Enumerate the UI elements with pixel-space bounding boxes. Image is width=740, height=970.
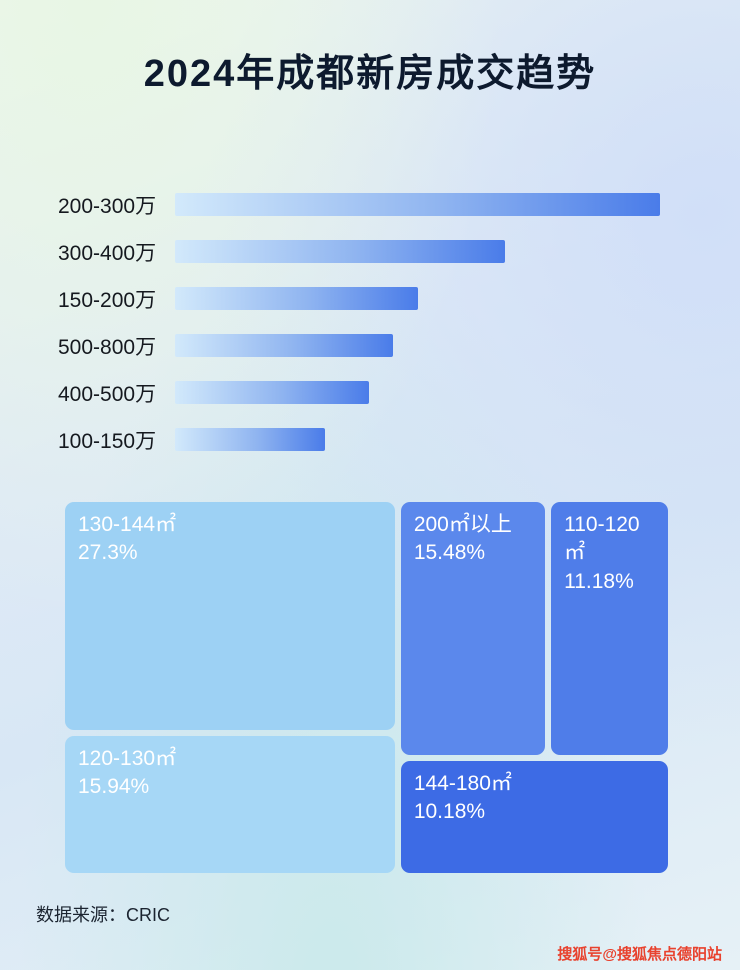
treemap-block-130-144: 130-144㎡ 27.3%: [65, 502, 395, 731]
bar-label: 150-200万: [58, 288, 157, 312]
watermark-text: 搜狐号@搜狐焦点德阳站: [557, 946, 722, 963]
bar-track: [175, 381, 660, 404]
bar-row: 400-500万: [58, 381, 740, 406]
bar-row: 300-400万: [58, 240, 740, 265]
bar-row: 150-200万: [58, 287, 740, 312]
bar-track: [175, 193, 660, 216]
page-title: 2024年成都新房成交趋势: [143, 53, 597, 95]
block-percentage: 11.18%: [564, 569, 634, 593]
bar-fill: [175, 381, 369, 404]
block-label: 200㎡以上: [413, 513, 512, 536]
treemap-block-200-plus: 200㎡以上 15.48%: [400, 502, 546, 755]
block-percentage: 10.18%: [413, 800, 486, 824]
treemap-right-column: 200㎡以上 15.48% 110-120㎡ 11.18% 144-180㎡ 1…: [400, 502, 668, 873]
bar-track: [175, 240, 660, 263]
bar-fill: [175, 193, 660, 216]
bar-fill: [175, 240, 505, 263]
treemap-block-110-120: 110-120㎡ 11.18%: [551, 502, 668, 755]
bar-row: 500-800万: [58, 334, 740, 359]
block-percentage: 15.94%: [78, 775, 150, 799]
treemap-left-column: 130-144㎡ 27.3% 120-130㎡ 15.94%: [65, 502, 395, 873]
block-label: 144-180㎡: [413, 771, 512, 795]
bar-track: [175, 428, 660, 451]
bar-label: 200-300万: [58, 194, 157, 218]
bar-label: 500-800万: [58, 335, 157, 359]
data-source-text: 数据来源：CRIC: [36, 905, 170, 925]
bar-fill: [175, 334, 394, 357]
block-percentage: 15.48%: [413, 541, 486, 565]
treemap-right-top-row: 200㎡以上 15.48% 110-120㎡ 11.18%: [400, 502, 668, 755]
bar-label: 300-400万: [58, 241, 157, 265]
treemap-block-120-130: 120-130㎡ 15.94%: [65, 736, 395, 873]
area-share-treemap: 130-144㎡ 27.3% 120-130㎡ 15.94% 200㎡以上 15…: [65, 502, 668, 873]
block-label: 130-144㎡: [78, 513, 177, 536]
bar-fill: [175, 287, 418, 310]
bar-label: 100-150万: [58, 429, 157, 453]
price-range-bar-chart: 200-300万 300-400万 150-200万 500-800万 400-…: [58, 193, 740, 453]
bar-row: 200-300万: [58, 193, 740, 218]
bar-row: 100-150万: [58, 428, 740, 453]
bar-fill: [175, 428, 326, 451]
bar-track: [175, 334, 660, 357]
bar-track: [175, 287, 660, 310]
block-label: 110-120㎡: [564, 513, 640, 565]
bar-label: 400-500万: [58, 382, 157, 406]
block-label: 120-130㎡: [78, 747, 177, 771]
block-percentage: 27.3%: [78, 541, 138, 565]
treemap-block-144-180: 144-180㎡ 10.18%: [400, 760, 668, 873]
